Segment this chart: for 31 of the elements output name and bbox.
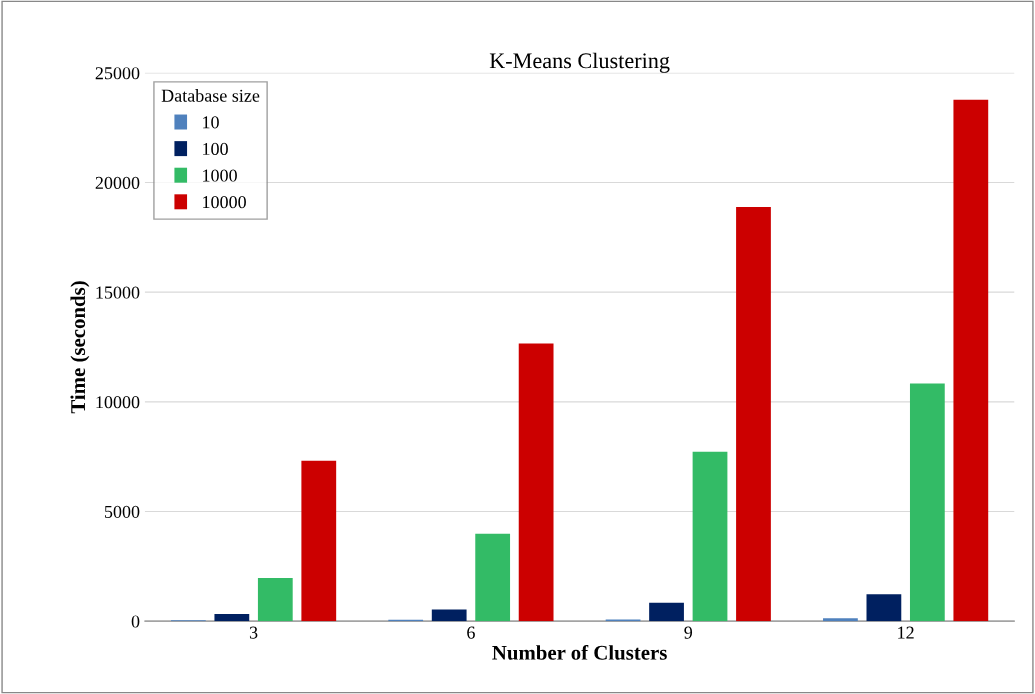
legend-label: 10000 xyxy=(203,196,246,209)
legend-title: Database size xyxy=(161,89,260,102)
bar xyxy=(649,602,684,622)
x-tick-label: 12 xyxy=(898,626,914,639)
bar xyxy=(866,594,902,622)
legend-label: 100 xyxy=(203,142,228,156)
y-tick-label: 5000 xyxy=(104,505,140,518)
bar xyxy=(214,613,250,622)
bar xyxy=(909,383,945,622)
bar xyxy=(953,99,989,622)
y-tick-label: 0 xyxy=(131,615,140,628)
y-tick-label: 10000 xyxy=(96,396,140,409)
x-axis-title: Number of Clusters xyxy=(492,644,667,660)
y-tick-label: 15000 xyxy=(96,286,140,299)
y-tick-label: 25000 xyxy=(95,67,140,80)
legend-label: 10 xyxy=(203,116,219,129)
bar xyxy=(736,207,771,622)
y-tick-label: 20000 xyxy=(95,176,140,189)
bar xyxy=(692,451,728,622)
x-tick-label: 6 xyxy=(467,626,475,639)
legend-label: 1000 xyxy=(203,169,237,182)
bar xyxy=(518,343,554,622)
bar xyxy=(301,460,337,622)
bar xyxy=(823,618,858,622)
chart-title: K-Means Clustering xyxy=(489,52,670,73)
x-tick-label: 9 xyxy=(684,626,693,639)
bar xyxy=(475,533,511,622)
bar xyxy=(257,577,293,622)
bar xyxy=(431,609,467,622)
y-axis-title: Time (seconds) xyxy=(70,281,90,414)
x-tick-label: 3 xyxy=(249,626,258,639)
